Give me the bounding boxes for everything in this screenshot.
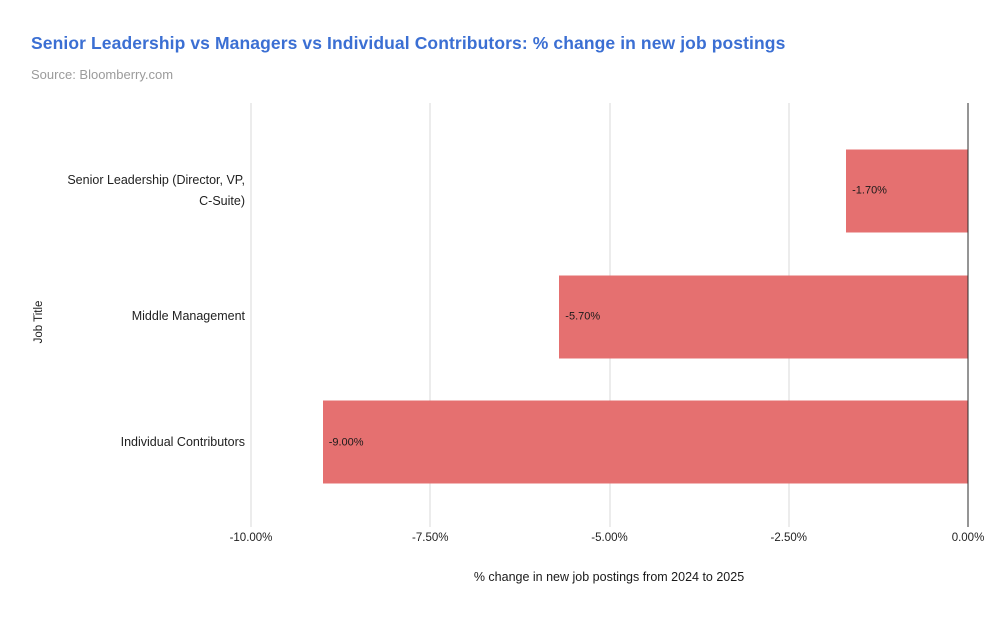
x-axis-title: % change in new job postings from 2024 t… bbox=[473, 570, 745, 584]
category-label-row: Individual Contributors bbox=[0, 379, 245, 505]
bar-row: -1.70% bbox=[251, 128, 968, 254]
x-tick-label: -5.00% bbox=[591, 532, 628, 544]
y-axis-category-labels: Senior Leadership (Director, VP, C-Suite… bbox=[0, 128, 245, 505]
x-tick-label: -7.50% bbox=[412, 532, 449, 544]
category-label: Middle Management bbox=[131, 308, 245, 323]
gridline bbox=[250, 103, 252, 527]
bar-value-label: -1.70% bbox=[852, 184, 887, 197]
bar-value-label: -9.00% bbox=[328, 436, 364, 449]
category-label-row: Senior Leadership (Director, VP, C-Suite… bbox=[0, 128, 245, 254]
category-label: Senior Leadership (Director, VP, C-Suite… bbox=[67, 172, 245, 208]
x-tick-label: -10.00% bbox=[229, 532, 273, 544]
category-label-row: Middle Management bbox=[0, 254, 245, 380]
bar-row: -9.00% bbox=[251, 379, 968, 505]
plot-area: -1.70% -5.70% -9.00% bbox=[250, 103, 969, 527]
bars-container: -1.70% -5.70% -9.00% bbox=[251, 128, 968, 505]
x-axis-tick-labels: -10.00% -7.50% -5.00% -2.50% 0.00% bbox=[230, 532, 985, 548]
bar: -5.70% bbox=[559, 275, 968, 358]
gridline bbox=[429, 103, 431, 527]
y-axis-title: Job Title bbox=[33, 300, 45, 344]
bar: -1.70% bbox=[846, 149, 968, 233]
bar: -9.00% bbox=[322, 400, 968, 484]
x-tick-label: 0.00% bbox=[951, 532, 985, 544]
chart-title: Senior Leadership vs Managers vs Individ… bbox=[31, 33, 786, 53]
bar-row: -5.70% bbox=[251, 254, 968, 380]
zero-axis-line bbox=[967, 103, 969, 527]
bar-value-label: -5.70% bbox=[565, 310, 601, 323]
chart-source: Source: Bloomberry.com bbox=[31, 67, 174, 82]
x-tick-label: -2.50% bbox=[770, 532, 807, 544]
category-label: Individual Contributors bbox=[120, 434, 245, 449]
